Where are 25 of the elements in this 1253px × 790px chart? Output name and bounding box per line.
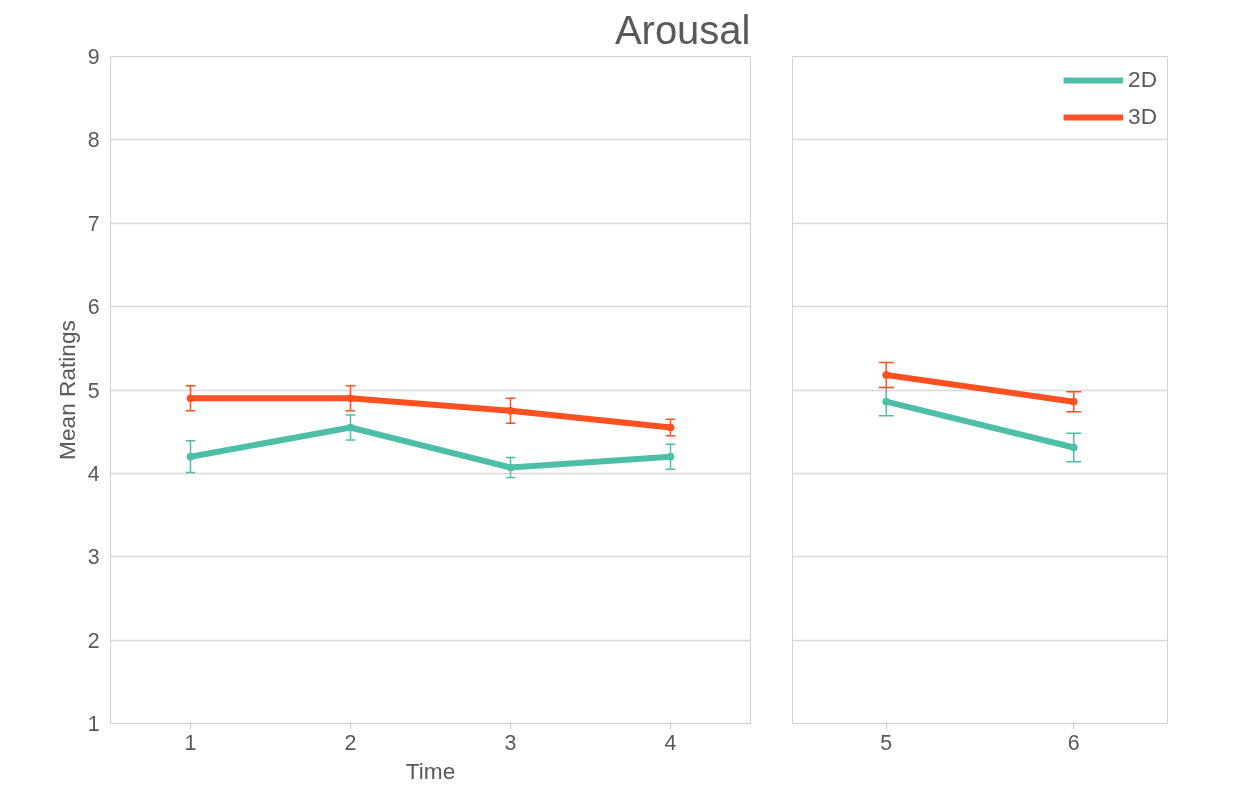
x-tick-label: 3 — [504, 730, 517, 755]
y-tick-label: 3 — [87, 545, 100, 570]
y-tick-label: 9 — [87, 45, 100, 69]
y-tick-label: 7 — [87, 211, 100, 236]
x-tick-label: 2 — [344, 730, 357, 755]
point — [186, 452, 195, 461]
point — [666, 452, 675, 461]
y-axis-title: Mean Ratings — [53, 320, 80, 460]
legend-label: 2D — [1128, 66, 1157, 93]
y-tick-label: 6 — [87, 295, 100, 320]
chart-title: Arousal — [614, 7, 751, 52]
legend-label: 3D — [1128, 103, 1157, 130]
y-tick-label: 1 — [87, 712, 100, 736]
x-tick-label: 4 — [664, 730, 677, 755]
point — [186, 394, 195, 403]
y-tick-label: 2 — [87, 628, 100, 653]
y-tick-label: 4 — [87, 461, 100, 486]
x-axis-title: Time — [405, 757, 456, 784]
point — [506, 406, 515, 415]
point — [346, 394, 355, 403]
x-tick-label: 1 — [184, 730, 197, 755]
y-tick-label: 8 — [87, 128, 100, 153]
y-tick-label: 5 — [87, 378, 100, 403]
x-tick-label: 5 — [880, 730, 893, 755]
x-tick-label: 6 — [1067, 730, 1080, 755]
